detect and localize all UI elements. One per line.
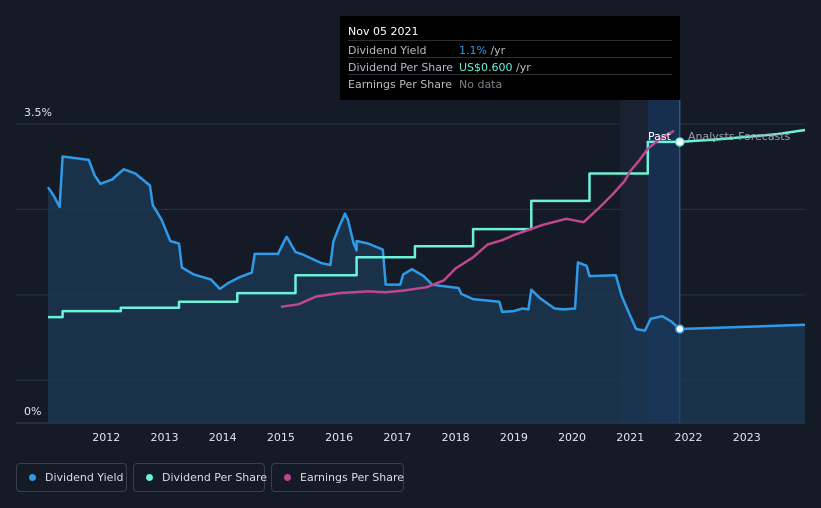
tooltip-date: Nov 05 2021 <box>348 25 419 38</box>
past-label: Past <box>648 130 671 143</box>
x-tick-label: 2012 <box>92 431 120 444</box>
tooltip-row-dividend-yield: Dividend Yield 1.1% /yr <box>348 40 672 58</box>
legend-label: Earnings Per Share <box>300 471 405 484</box>
legend-dividend-per-share[interactable]: Dividend Per Share <box>133 463 268 492</box>
legend-dot-icon <box>146 474 153 481</box>
tooltip-row-dividend-per-share: Dividend Per Share US$0.600 /yr <box>348 57 672 75</box>
tooltip-label: Earnings Per Share <box>348 78 453 91</box>
x-tick-label: 2014 <box>209 431 237 444</box>
earnings-per-share-line <box>280 129 675 309</box>
tooltip-label: Dividend Yield <box>348 44 427 57</box>
x-tick-label: 2016 <box>325 431 353 444</box>
x-tick-label: 2015 <box>267 431 295 444</box>
y-axis-ticks: 0% 3.5% <box>24 106 52 418</box>
x-tick-label: 2018 <box>442 431 470 444</box>
x-tick-label: 2020 <box>558 431 586 444</box>
hover-tooltip: Nov 05 2021 Dividend Yield 1.1% /yr Divi… <box>340 16 680 100</box>
legend-earnings-per-share[interactable]: Earnings Per Share <box>271 463 404 492</box>
analysts-forecasts-label: Analysts Forecasts <box>688 130 791 143</box>
x-tick-label: 2021 <box>616 431 644 444</box>
dividend-yield-current-marker <box>675 324 685 334</box>
legend-label: Dividend Yield <box>45 471 124 484</box>
x-axis-ticks: 2012 2013 2014 2015 2016 2017 2018 2019 2020 2021… <box>92 431 761 444</box>
legend-label: Dividend Per Share <box>162 471 268 484</box>
tooltip-value: No data <box>459 78 503 91</box>
tooltip-row-earnings-per-share: Earnings Per Share No data <box>348 74 672 92</box>
x-tick-label: 2023 <box>733 431 761 444</box>
x-tick-label: 2022 <box>675 431 703 444</box>
tooltip-unit: /yr <box>512 61 531 74</box>
legend-dot-icon <box>29 474 36 481</box>
y-tick-label: 0% <box>24 405 41 418</box>
x-tick-label: 2019 <box>500 431 528 444</box>
plot-area <box>46 128 806 423</box>
tooltip-value: 1.1% <box>459 44 487 57</box>
tooltip-unit: /yr <box>486 44 506 57</box>
dividend-yield-line <box>46 155 806 332</box>
legend-dot-icon <box>284 474 291 481</box>
x-tick-label: 2017 <box>383 431 411 444</box>
tooltip-label: Dividend Per Share <box>348 61 454 74</box>
x-tick-label: 2013 <box>150 431 178 444</box>
dividend-yield-area <box>48 156 805 423</box>
tooltip-value: US$0.600 <box>459 61 513 74</box>
y-tick-label: 3.5% <box>24 106 52 119</box>
dividend-per-share-line <box>48 128 806 319</box>
dividend-per-share-current-marker <box>675 137 685 147</box>
legend-dividend-yield[interactable]: Dividend Yield <box>16 463 127 492</box>
